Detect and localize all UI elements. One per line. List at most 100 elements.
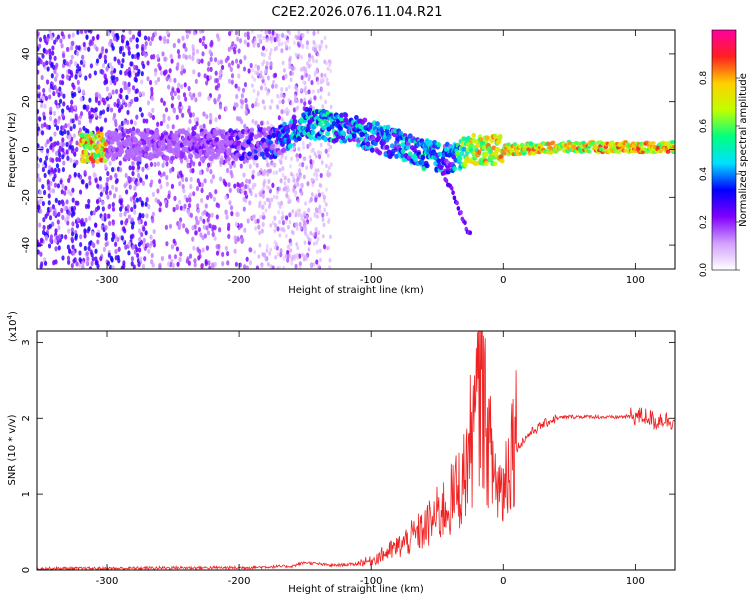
noise-speckle [316, 214, 319, 219]
noise-speckle [210, 212, 214, 218]
noise-speckle [120, 63, 124, 69]
noise-speckle [313, 95, 317, 101]
noise-speckle [311, 182, 315, 187]
noise-speckle [103, 163, 108, 169]
noise-speckle [55, 125, 60, 131]
noise-speckle [66, 244, 70, 250]
noise-speckle [92, 210, 96, 216]
noise-speckle [65, 74, 70, 81]
noise-speckle [303, 156, 307, 161]
noise-speckle [227, 62, 232, 68]
noise-speckle [98, 93, 102, 99]
noise-speckle [192, 69, 196, 75]
noise-speckle [237, 48, 241, 54]
noise-speckle [176, 49, 181, 55]
noise-speckle [184, 96, 188, 102]
ridge-blob [501, 151, 507, 156]
noise-speckle [37, 163, 40, 169]
noise-speckle [55, 88, 59, 94]
noise-speckle [127, 241, 131, 247]
noise-speckle [71, 118, 75, 124]
noise-speckle [119, 167, 123, 173]
noise-speckle [266, 37, 270, 42]
noise-speckle [196, 178, 200, 184]
noise-speckle [286, 184, 290, 190]
ridge-blob [455, 200, 459, 206]
noise-speckle [189, 212, 194, 218]
noise-speckle [189, 184, 193, 190]
noise-speckle [109, 175, 113, 181]
noise-speckle [324, 148, 328, 154]
noise-speckle [176, 62, 180, 68]
noise-speckle [42, 224, 46, 231]
noise-speckle [122, 263, 126, 269]
noise-speckle [114, 121, 118, 128]
noise-speckle [106, 194, 110, 200]
noise-speckle [278, 167, 282, 173]
noise-speckle [307, 52, 312, 59]
noise-speckle [252, 169, 256, 174]
noise-speckle [48, 215, 53, 221]
noise-speckle [289, 77, 293, 82]
ridge-blob [421, 166, 427, 172]
noise-speckle [271, 161, 275, 167]
colorbar-gradient [712, 30, 736, 270]
noise-speckle [61, 154, 65, 160]
x-tick-label: 100 [626, 275, 645, 286]
noise-speckle [149, 161, 154, 168]
noise-speckle [77, 262, 82, 268]
noise-speckle [93, 70, 97, 76]
noise-speckle [58, 234, 62, 240]
noise-speckle [202, 35, 206, 41]
height-axis-bottom: -300 -200 -100 0 100 [96, 331, 645, 587]
noise-speckle [301, 32, 305, 39]
noise-speckle [309, 165, 313, 170]
noise-speckle [274, 83, 278, 89]
noise-speckle [312, 58, 315, 64]
noise-speckle [306, 61, 309, 66]
noise-speckle [156, 161, 160, 167]
noise-speckle [77, 172, 81, 178]
noise-speckle [256, 66, 260, 72]
noise-speckle [51, 147, 55, 153]
noise-speckle [45, 124, 49, 130]
noise-speckle [111, 184, 115, 190]
noise-speckle [37, 60, 41, 66]
noise-speckle [123, 81, 127, 87]
noise-speckle [300, 74, 304, 81]
noise-speckle [266, 91, 269, 96]
noise-speckle [319, 150, 323, 156]
noise-speckle [169, 90, 174, 97]
noise-speckle [282, 94, 286, 99]
noise-speckle [282, 228, 286, 233]
noise-speckle [44, 213, 48, 219]
x-tick-label: 0 [500, 576, 506, 587]
noise-speckle [47, 243, 52, 249]
noise-speckle [94, 107, 98, 113]
ridge-blob [341, 130, 347, 137]
noise-speckle [188, 197, 192, 203]
noise-speckle [123, 211, 127, 217]
noise-speckle [295, 242, 299, 247]
ridge-blob [436, 142, 442, 148]
noise-speckle [118, 125, 122, 131]
ridge-blob [141, 140, 147, 146]
noise-speckle [288, 220, 292, 225]
noise-speckle [302, 145, 306, 150]
noise-speckle [151, 114, 156, 121]
noise-speckle [53, 131, 57, 137]
noise-speckle [245, 103, 249, 109]
noise-speckle [74, 233, 78, 239]
ridge-blob [226, 147, 231, 154]
noise-speckle [191, 43, 195, 50]
ridge-blob [353, 114, 359, 121]
noise-speckle [205, 245, 209, 251]
noise-speckle [110, 166, 115, 173]
noise-speckle [136, 71, 140, 77]
noise-speckle [160, 97, 164, 103]
noise-speckle [286, 38, 290, 44]
noise-speckle [88, 97, 92, 103]
noise-speckle [289, 55, 292, 60]
noise-speckle [53, 182, 58, 188]
